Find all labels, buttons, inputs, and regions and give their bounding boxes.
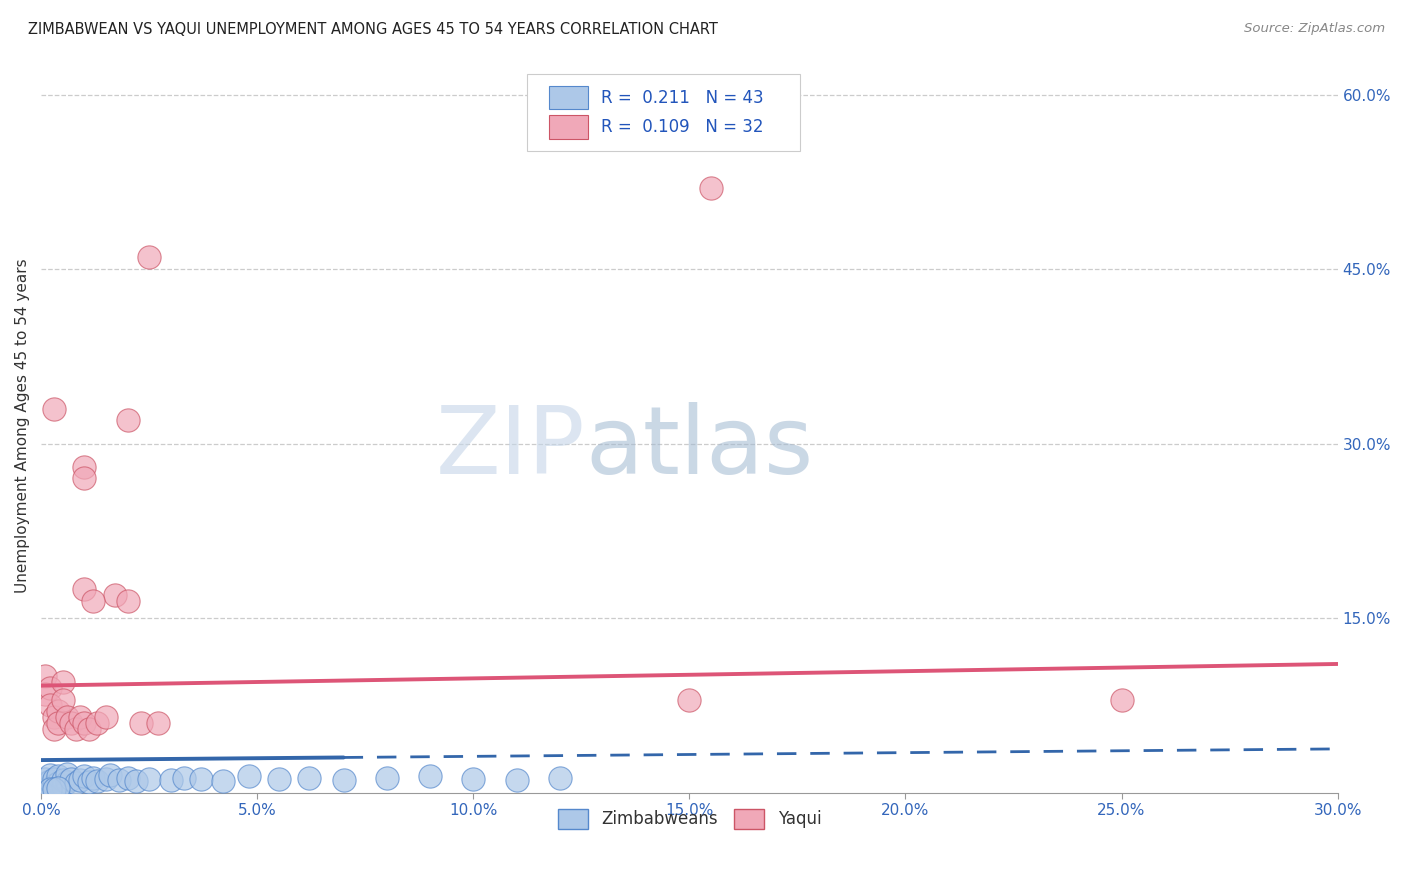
Point [42, 710, 65, 724]
Point [42, 722, 65, 736]
Point [34, 669, 56, 683]
Point [42, 772, 65, 786]
Point [65, 722, 87, 736]
Point [69, 772, 91, 787]
Point [419, 769, 441, 783]
Point [94, 710, 117, 724]
Point [94, 772, 117, 786]
Text: ZIP: ZIP [436, 402, 586, 494]
Point [56, 767, 79, 781]
Point [60, 715, 83, 730]
Text: Source: ZipAtlas.com: Source: ZipAtlas.com [1244, 22, 1385, 36]
Point [52, 772, 75, 787]
Point [34, 772, 56, 786]
Point [108, 772, 131, 787]
Point [52, 779, 75, 793]
Point [117, 413, 139, 427]
Point [73, 582, 96, 596]
Point [173, 771, 195, 785]
Point [138, 772, 160, 786]
Text: ZIMBABWEAN VS YAQUI UNEMPLOYMENT AMONG AGES 45 TO 54 YEARS CORRELATION CHART: ZIMBABWEAN VS YAQUI UNEMPLOYMENT AMONG A… [28, 22, 718, 37]
Point [86, 774, 108, 789]
Point [48, 704, 70, 718]
Point [190, 772, 212, 786]
FancyBboxPatch shape [550, 115, 588, 139]
Point [73, 769, 96, 783]
Y-axis label: Unemployment Among Ages 45 to 54 years: Unemployment Among Ages 45 to 54 years [15, 259, 30, 593]
Legend: Zimbabweans, Yaqui: Zimbabweans, Yaqui [551, 802, 828, 836]
Point [48, 776, 70, 790]
Point [38, 681, 60, 695]
Point [332, 772, 354, 787]
Point [82, 593, 104, 607]
Point [38, 782, 60, 797]
Point [65, 776, 87, 790]
Point [146, 715, 169, 730]
Point [56, 710, 79, 724]
Point [159, 772, 181, 787]
Point [73, 715, 96, 730]
Point [86, 715, 108, 730]
Point [38, 779, 60, 793]
Point [678, 692, 700, 706]
Point [34, 776, 56, 790]
Point [1111, 692, 1133, 706]
Point [211, 774, 233, 789]
Point [52, 675, 75, 690]
Point [42, 401, 65, 416]
FancyBboxPatch shape [550, 86, 588, 110]
Point [48, 715, 70, 730]
Point [700, 180, 723, 194]
Text: R =  0.109   N = 32: R = 0.109 N = 32 [602, 118, 763, 136]
Point [98, 768, 121, 782]
Point [125, 774, 148, 789]
Point [548, 771, 571, 785]
FancyBboxPatch shape [527, 74, 800, 152]
Point [117, 593, 139, 607]
Point [103, 588, 125, 602]
Point [52, 692, 75, 706]
Point [69, 710, 91, 724]
Point [117, 771, 139, 785]
Point [77, 775, 100, 789]
Point [48, 769, 70, 783]
Point [38, 698, 60, 713]
Point [38, 768, 60, 782]
Point [238, 769, 260, 783]
Point [48, 780, 70, 795]
Point [138, 251, 160, 265]
Point [73, 471, 96, 485]
Point [42, 782, 65, 797]
Point [129, 715, 152, 730]
Point [77, 722, 100, 736]
Point [267, 772, 290, 786]
Text: R =  0.211   N = 43: R = 0.211 N = 43 [602, 88, 763, 107]
Point [42, 777, 65, 791]
Point [463, 772, 485, 786]
Text: atlas: atlas [586, 402, 814, 494]
Point [505, 772, 527, 787]
Point [38, 774, 60, 789]
Point [60, 772, 83, 786]
Point [34, 687, 56, 701]
Point [73, 459, 96, 474]
Point [34, 780, 56, 794]
Point [82, 771, 104, 785]
Point [56, 775, 79, 789]
Point [298, 771, 321, 785]
Point [375, 771, 398, 785]
